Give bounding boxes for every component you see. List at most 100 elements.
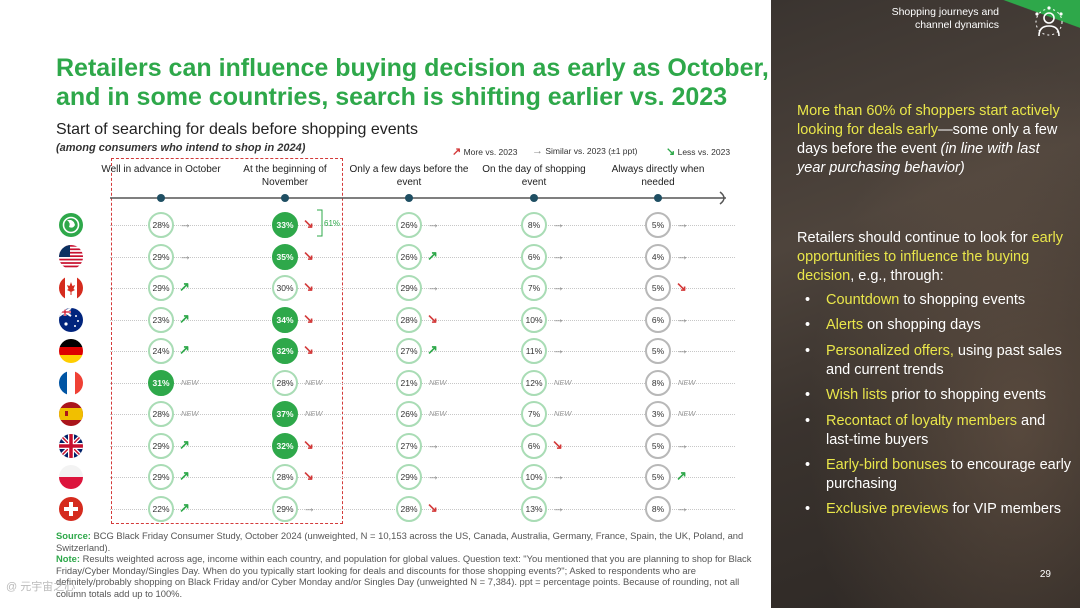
arrow-down-icon: ↘: [303, 310, 314, 326]
arrow-down-icon: ↘: [427, 499, 438, 515]
insight-2-end: , e.g., through:: [850, 268, 944, 284]
value-circle: 29%: [396, 275, 422, 301]
arrow-down-icon: ↘: [303, 279, 314, 294]
value-circle: 29%: [148, 243, 174, 270]
value-circle: 6%: [521, 432, 547, 459]
tactic-highlight: Alerts: [826, 317, 864, 334]
value-circle: 7%: [521, 401, 547, 427]
row-guide-line: [110, 256, 735, 258]
title-line-2: and in some countries, search is shiftin…: [56, 83, 728, 111]
note-label: Note:: [56, 553, 80, 565]
value-circle: 23%: [148, 306, 174, 333]
tactic-text: for VIP members: [948, 501, 1062, 518]
tactic-item: Recontact of loyalty members and last-ti…: [797, 412, 1075, 450]
title-line-1: Retailers can influence buying decision …: [56, 54, 769, 82]
value-circle: 10%: [521, 464, 547, 490]
value-circle: 28%: [148, 212, 174, 238]
value-circle: 24%: [148, 338, 174, 364]
legend-less-label: Less vs. 2023: [677, 147, 731, 157]
timeline-arrowhead: [719, 191, 725, 205]
tactic-highlight: Personalized offers,: [826, 342, 954, 359]
value-circle: 29%: [272, 495, 298, 522]
tactic-item: Exclusive previews for VIP members: [797, 500, 1075, 519]
new-tag: NEW: [181, 377, 199, 387]
column-header-3: Only a few days before the event: [349, 164, 469, 188]
legend-more-label: More vs. 2023: [463, 147, 518, 157]
timeline-dot-3: [405, 194, 413, 202]
value-circle: 35%: [272, 243, 298, 270]
arrow-right-icon: →: [676, 247, 689, 263]
arrow-right-icon: →: [179, 247, 192, 263]
poland-flag-icon: [59, 465, 83, 489]
tactics-list: Countdown to shopping events Alerts on sh…: [797, 291, 1075, 526]
value-circle: 10%: [521, 306, 547, 333]
value-circle: 26%: [396, 212, 422, 238]
column-header-2: At the beginning of November: [243, 164, 327, 188]
value-circle: 34%: [272, 306, 298, 333]
value-circle: 27%: [396, 432, 422, 459]
value-circle: 37%: [272, 401, 298, 427]
arrow-up-icon: ↗: [452, 146, 462, 158]
arrow-up-icon: ↗: [179, 279, 190, 294]
row-guide-line: [110, 382, 735, 384]
row-guide-line: [110, 225, 735, 226]
arrow-up-icon: ↗: [179, 468, 190, 483]
value-circle: 33%: [272, 212, 298, 238]
insight-paragraph-1: More than 60% of shoppers start actively…: [797, 102, 1067, 178]
value-circle: 8%: [645, 369, 671, 396]
value-circle: 28%: [272, 369, 298, 396]
arrow-down-icon: ↘: [676, 279, 687, 294]
us-flag-icon: [59, 244, 83, 269]
tactic-text: to encourage early purchasing: [826, 456, 1072, 492]
value-circle: 31%: [148, 369, 174, 396]
arrow-down-icon: ↘: [303, 216, 314, 231]
value-circle: 11%: [521, 338, 547, 364]
source-text: BCG Black Friday Consumer Study, October…: [56, 530, 744, 553]
arrow-right-icon: →: [179, 216, 192, 231]
row-guide-line: [110, 445, 735, 447]
tactic-item: Wish lists prior to shopping events: [797, 386, 1075, 405]
value-circle: 6%: [521, 243, 547, 270]
insight-2-highlight: early opportunities to influence the buy…: [797, 230, 1063, 284]
value-circle: 5%: [645, 212, 671, 238]
new-tag: NEW: [305, 409, 323, 418]
tactic-text: and last-time buyers: [826, 412, 1046, 448]
arrow-up-icon: ↗: [179, 310, 190, 326]
arrow-down-icon: ↘: [303, 436, 314, 452]
arrow-right-icon: →: [676, 342, 689, 357]
timeline-axis: [110, 191, 726, 205]
arrow-right-icon: →: [303, 499, 316, 515]
insight-panel: Shopping journeys and channel dynamics M…: [771, 0, 1080, 608]
new-tag: NEW: [429, 377, 447, 387]
new-tag: NEW: [429, 409, 447, 418]
arrow-down-icon: ↘: [303, 468, 314, 483]
value-circle: 21%: [396, 369, 422, 396]
arrow-right-icon: →: [676, 436, 689, 452]
new-tag: NEW: [181, 409, 199, 418]
page-number: 29: [1039, 569, 1051, 580]
column-header-4: On the day of shopping event: [482, 164, 586, 188]
arrow-right-icon: →: [552, 279, 565, 294]
switzerland-flag-icon: [59, 496, 83, 521]
value-circle: 29%: [396, 464, 422, 490]
arrow-right-icon: →: [552, 310, 565, 326]
arrow-right-icon: →: [676, 310, 689, 326]
timeline-dot-2: [281, 194, 289, 202]
value-circle: 8%: [521, 212, 547, 238]
bracket: [317, 209, 323, 237]
timeline-dot-5: [654, 194, 662, 202]
canada-flag-icon: [59, 276, 83, 300]
value-circle: 29%: [148, 432, 174, 459]
arrow-up-icon: ↗: [676, 468, 687, 483]
panel-corner-accent: [1001, 0, 1080, 40]
arrow-up-icon: ↗: [179, 342, 190, 357]
arrow-up-icon: ↗: [179, 499, 190, 515]
uk-flag-icon: [59, 433, 83, 458]
arrow-right-icon: →: [427, 436, 440, 452]
new-tag: NEW: [554, 377, 572, 387]
row-guide-line: [110, 319, 735, 321]
value-circle: 28%: [148, 401, 174, 427]
arrow-right-icon: →: [427, 279, 440, 294]
tactic-highlight: Exclusive previews: [826, 501, 949, 518]
legend-similar: → Similar vs. 2023 (±1 ppt): [532, 145, 637, 157]
